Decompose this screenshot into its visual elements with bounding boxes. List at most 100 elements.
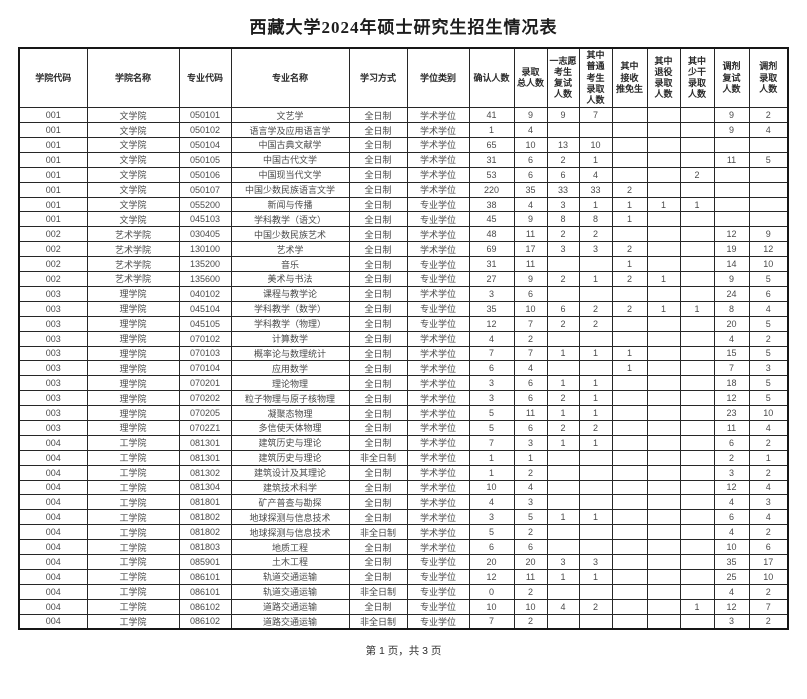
table-cell: 004	[18, 509, 88, 526]
table-cell: 10	[578, 137, 613, 153]
table-cell: 003	[18, 360, 88, 377]
table-cell: 理学院	[86, 315, 180, 332]
table-cell: 070103	[178, 345, 232, 362]
table-cell	[679, 181, 715, 198]
page-title: 西藏大学2024年硕士研究生招生情况表	[249, 18, 558, 37]
table-cell: 全日制	[348, 256, 408, 273]
table-cell	[679, 285, 715, 302]
table-cell: 4	[713, 494, 750, 511]
table-cell: 学术学位	[406, 524, 470, 541]
table-row: 004 工学院 081802 地球探测与信息技术 全日制 学术学位 3 5 1 1 6 4	[18, 509, 789, 526]
table-cell: 081802	[178, 524, 232, 541]
table-cell: 全日制	[348, 107, 408, 124]
table-cell: 9	[513, 271, 548, 287]
column-header: 专业代码	[178, 47, 232, 109]
table-cell: 理学院	[86, 419, 180, 436]
table-row: 001 文学院 050106 中国现当代文学 全日制 学术学位 53 6 6 4 2	[18, 166, 789, 183]
table-cell: 5	[468, 524, 515, 541]
table-cell	[713, 137, 750, 153]
table-cell: 135200	[178, 256, 232, 273]
table-cell	[611, 583, 648, 600]
table-cell: 2	[546, 390, 580, 407]
table-cell: 音乐	[230, 256, 350, 273]
table-cell: 4	[748, 122, 789, 139]
table-cell: 6	[748, 539, 789, 555]
table-cell: 8	[546, 211, 580, 228]
table-cell: 004	[18, 583, 88, 600]
table-row: 004 工学院 081304 建筑技术科学 全日制 学术学位 10 4 12 4	[18, 479, 789, 496]
table-cell: 004	[18, 539, 88, 555]
table-cell: 课程与教学论	[230, 285, 350, 302]
table-cell: 086101	[178, 568, 232, 585]
table-cell: 2	[611, 271, 648, 287]
column-header: 其中 接收 推免生	[611, 47, 648, 109]
table-cell: 7	[468, 613, 515, 630]
table-row: 001 文学院 055200 新闻与传播 全日制 专业学位 38 4 3 1 1 1 1	[18, 196, 789, 213]
table-cell: 理学院	[86, 330, 180, 347]
table-cell: 学术学位	[406, 345, 470, 362]
table-cell: 工学院	[86, 479, 180, 496]
table-cell	[646, 583, 681, 600]
table-cell	[679, 360, 715, 377]
table-cell: 2	[578, 315, 613, 332]
table-cell: 33	[546, 181, 580, 198]
column-header: 学习方式	[348, 47, 408, 109]
column-header: 学院代码	[18, 47, 88, 109]
admissions-table: 学院代码 学院名称 专业代码 专业名称 学习方式 学位类别 确认人数 录取 总人数 一志愿 考生…	[18, 47, 789, 631]
table-cell	[611, 419, 648, 436]
table-cell	[679, 256, 715, 273]
table-row: 004 工学院 081301 建筑历史与理论 非全日制 学术学位 1 1 2 1	[18, 449, 789, 466]
table-row: 001 文学院 050104 中国古典文献学 全日制 学术学位 65 10 13 10	[18, 137, 789, 153]
table-row: 003 理学院 045104 学科教学（数学） 全日制 专业学位 35 10 6 2 2 1 1 8 4	[18, 300, 789, 317]
column-header: 其中 少干 录取 人数	[679, 47, 715, 109]
table-cell: 中国现当代文学	[230, 166, 350, 183]
table-cell: 5	[748, 315, 789, 332]
table-cell: 003	[18, 315, 88, 332]
table-cell: 4	[578, 166, 613, 183]
table-cell: 085901	[178, 553, 232, 570]
table-cell: 41	[468, 107, 515, 124]
table-cell: 建筑设计及其理论	[230, 464, 350, 481]
table-cell: 3	[546, 241, 580, 258]
table-cell: 11	[513, 568, 548, 585]
table-cell: 工学院	[86, 434, 180, 451]
table-cell: 2	[713, 449, 750, 466]
table-cell: 2	[546, 315, 580, 332]
table-cell: 004	[18, 479, 88, 496]
table-cell: 1	[611, 360, 648, 377]
table-cell: 1	[679, 196, 715, 213]
table-cell: 9	[713, 271, 750, 287]
table-row: 003 理学院 070202 粒子物理与原子核物理 全日制 学术学位 3 6 2 1 12 5	[18, 390, 789, 407]
table-cell: 专业学位	[406, 613, 470, 630]
table-cell: 050104	[178, 137, 232, 153]
table-cell: 1	[546, 375, 580, 392]
table-cell: 1	[646, 271, 681, 287]
table-cell: 全日制	[348, 509, 408, 526]
table-cell: 2	[546, 226, 580, 243]
table-cell: 工学院	[86, 583, 180, 600]
table-row: 004 工学院 081802 地球探测与信息技术 非全日制 学术学位 5 2 4 2	[18, 524, 789, 541]
table-cell: 非全日制	[348, 613, 408, 630]
table-cell: 8	[713, 300, 750, 317]
table-cell: 12	[713, 479, 750, 496]
table-cell: 7	[578, 107, 613, 124]
table-cell: 全日制	[348, 598, 408, 615]
table-cell: 11	[513, 226, 548, 243]
table-cell: 工学院	[86, 598, 180, 615]
table-cell: 5	[513, 509, 548, 526]
table-cell	[611, 539, 648, 555]
table-cell: 070202	[178, 390, 232, 407]
table-cell: 4	[748, 509, 789, 526]
table-cell: 学术学位	[406, 539, 470, 555]
table-cell: 2	[748, 613, 789, 630]
table-cell	[578, 583, 613, 600]
table-cell: 4	[513, 360, 548, 377]
table-cell	[679, 241, 715, 258]
table-cell: 19	[713, 241, 750, 258]
table-cell: 001	[18, 137, 88, 153]
table-cell: 轨道交通运输	[230, 568, 350, 585]
table-cell	[611, 375, 648, 392]
table-cell: 1	[468, 464, 515, 481]
table-cell	[646, 241, 681, 258]
table-cell: 理学院	[86, 390, 180, 407]
